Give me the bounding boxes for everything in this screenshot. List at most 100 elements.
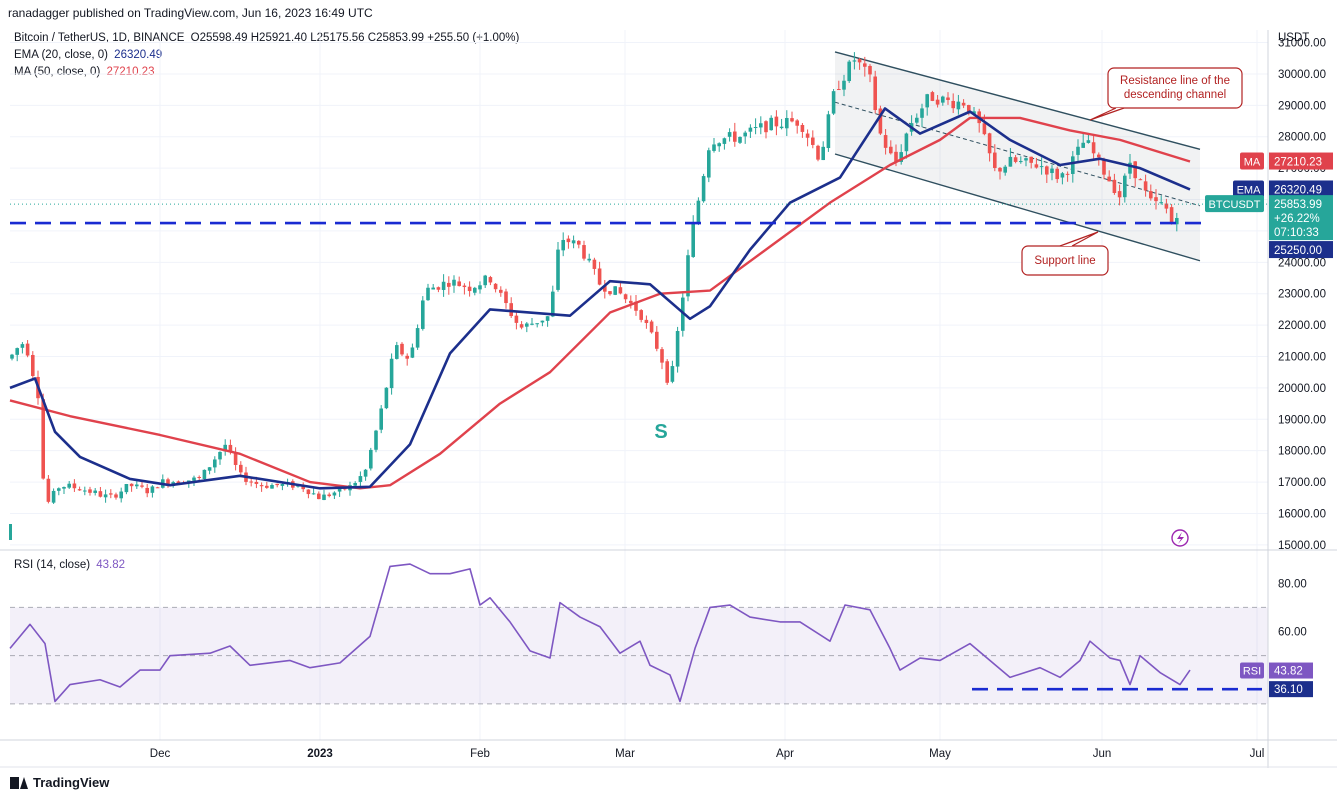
price-tag-label: BTCUSDT [1209,199,1261,211]
candle-body [634,301,638,311]
candle-body [1003,166,1007,173]
candle-body [837,89,841,91]
candle-body [1039,166,1044,168]
candle-body [842,80,846,90]
support-value-text: 25250.00 [1274,245,1322,257]
price-tag-value: 26320.49 [1274,184,1322,196]
candle-body [857,59,862,63]
candle-body [738,136,742,143]
candle-body [831,91,836,114]
candle-body [826,114,831,149]
candle-body [592,259,597,269]
candle-body [213,459,217,468]
candle-body [98,491,103,497]
price-axis-tick: 17000.00 [1278,477,1326,489]
candle-body [436,287,441,290]
candle-body [31,354,35,376]
candle-body [696,200,701,224]
price-axis-tick: 16000.00 [1278,508,1326,520]
legend-ema-row[interactable]: EMA (20, close, 0) 26320.49 [14,49,162,61]
rsi-value-box [1269,662,1313,679]
candle-body [1159,202,1163,204]
candle-body [384,387,389,409]
candle-body [748,127,753,132]
candle-body [821,146,825,161]
legend-symbol-row: Bitcoin / TetherUS, 1D, BINANCE O25598.4… [14,32,519,44]
candle-body [452,279,456,286]
candle-body [889,146,893,154]
candle-body [759,123,763,128]
candle-body [1112,179,1117,193]
candle-body [77,489,82,491]
candle-body [769,117,773,131]
candle-body [109,493,113,495]
indicator-lines [9,107,1191,703]
candle-body [410,347,415,358]
candle-body [259,485,264,487]
candle-body [275,483,279,486]
candle-body [868,65,872,75]
candle-body [218,451,222,460]
candle-body [1060,173,1065,178]
candle-body [1143,181,1148,191]
candle-body [223,444,227,452]
legend-rsi-row[interactable]: RSI (14, close) 43.82 [14,559,125,571]
candle-body [270,485,274,489]
candle-body [800,124,805,132]
candle-body [483,275,487,286]
candle-body [493,283,498,290]
candle-body [852,60,857,62]
candle-body [883,135,888,148]
tradingview-logo-icon [10,776,28,789]
candle-body [426,287,430,301]
candle-body [525,323,529,327]
candle-body [753,126,758,128]
candle-body [358,476,363,482]
price-axis-tick: 29000.00 [1278,100,1326,112]
rsi-band [10,606,1268,705]
candle-body [665,361,669,383]
axes: USDT31000.0030000.0029000.0028000.002700… [0,30,1337,768]
candle-body [1008,156,1013,167]
candle-body [10,354,14,359]
support-lines [10,203,1268,691]
candle-body [280,484,285,486]
candle-body [774,116,779,127]
candle-body [644,319,649,324]
candle-body [1154,197,1158,202]
price-axis-tick: 18000.00 [1278,446,1326,458]
candle-body [785,117,789,129]
candle-body [982,123,987,135]
price-axis-tick: 24000.00 [1278,257,1326,269]
candle-body [249,481,253,483]
candle-body [1123,175,1127,198]
price-axis-tick: 31000.00 [1278,38,1326,50]
candle-body [556,249,560,290]
price-axis-tick: 23000.00 [1278,289,1326,301]
candle-body [228,444,233,452]
candle-body [930,92,935,101]
support-callout-text: Support line [1034,255,1095,267]
candle-body [727,132,732,137]
legend-ma-label: MA (50, close, 0) [14,66,101,78]
candle-body [1050,168,1054,174]
legend-symbol[interactable]: Bitcoin / TetherUS, 1D, BINANCE [14,32,185,44]
rsi-line [9,563,1191,703]
candle-body [597,268,602,285]
rsi-value-text: 43.82 [1274,666,1303,678]
candle-body [925,94,929,108]
candle-body [25,343,30,356]
candle-body [369,449,373,469]
price-axis-tick: 30000.00 [1278,69,1326,81]
candle-body [311,493,316,495]
lightning-icon-bolt [1177,532,1184,544]
candle-body [239,464,243,473]
annotations: Resistance line of the descending channel… [9,67,1243,547]
time-axis-label: May [929,748,951,760]
legend-ema-label: EMA (20, close, 0) [14,49,108,61]
price-axis-tick: 19000.00 [1278,414,1326,426]
support-value-box [1269,241,1333,259]
candle-body [863,63,867,67]
legend-ma-row[interactable]: MA (50, close, 0) 27210.23 [14,66,154,78]
